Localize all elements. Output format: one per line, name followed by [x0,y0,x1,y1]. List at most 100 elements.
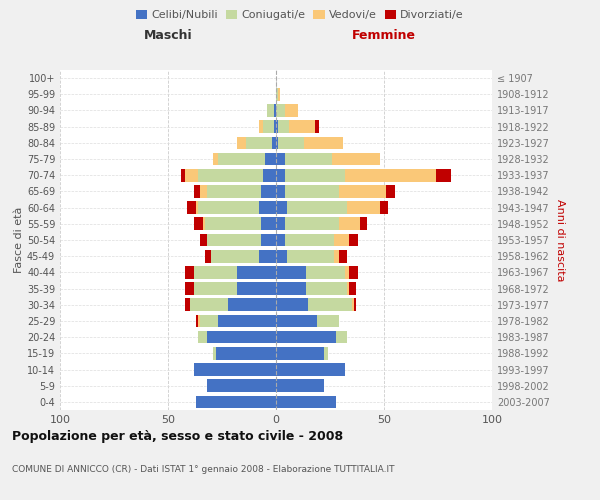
Legend: Celibi/Nubili, Coniugati/e, Vedovi/e, Divorziati/e: Celibi/Nubili, Coniugati/e, Vedovi/e, Di… [132,6,468,25]
Bar [237,136,246,149]
Bar [261,185,276,198]
Bar [345,169,436,181]
Bar [218,314,276,328]
Bar [207,380,276,392]
Bar [185,266,194,278]
Bar [338,185,386,198]
Bar [284,152,332,166]
Bar [203,218,205,230]
Bar [276,185,284,198]
Bar [349,234,358,246]
Bar [284,218,338,230]
Bar [360,218,367,230]
Bar [276,250,287,262]
Bar [276,282,306,295]
Bar [205,218,261,230]
Bar [200,185,207,198]
Bar [194,363,276,376]
Bar [284,169,345,181]
Bar [229,298,276,311]
Bar [276,169,284,181]
Bar [345,266,349,278]
Bar [261,234,276,246]
Bar [354,298,356,311]
Bar [263,169,276,181]
Bar [211,250,259,262]
Bar [284,104,298,117]
Text: Femmine: Femmine [352,30,416,43]
Bar [323,347,328,360]
Bar [276,152,284,166]
Bar [304,136,343,149]
Bar [276,120,278,133]
Bar [276,314,317,328]
Bar [194,185,200,198]
Bar [263,120,274,133]
Bar [276,363,345,376]
Bar [276,202,287,214]
Bar [196,396,276,408]
Bar [194,266,237,278]
Bar [276,347,323,360]
Bar [276,136,278,149]
Bar [181,169,185,181]
Bar [198,202,259,214]
Bar [194,282,237,295]
Bar [276,234,284,246]
Bar [276,396,337,408]
Bar [246,136,272,149]
Bar [237,266,276,278]
Bar [315,120,319,133]
Bar [352,298,354,311]
Bar [214,347,215,360]
Bar [207,234,261,246]
Bar [261,218,276,230]
Bar [306,266,345,278]
Bar [196,202,198,214]
Bar [276,380,323,392]
Bar [386,185,395,198]
Bar [259,202,276,214]
Bar [196,314,198,328]
Bar [207,331,276,344]
Text: COMUNE DI ANNICCO (CR) - Dati ISTAT 1° gennaio 2008 - Elaborazione TUTTITALIA.IT: COMUNE DI ANNICCO (CR) - Dati ISTAT 1° g… [12,465,395,474]
Bar [200,314,218,328]
Bar [194,218,203,230]
Bar [276,266,306,278]
Bar [308,298,352,311]
Bar [276,88,278,101]
Bar [287,250,334,262]
Y-axis label: Fasce di età: Fasce di età [14,207,24,273]
Bar [272,136,276,149]
Bar [276,104,284,117]
Bar [259,250,276,262]
Bar [185,282,194,295]
Bar [338,218,360,230]
Bar [268,104,274,117]
Bar [278,136,304,149]
Bar [287,202,347,214]
Bar [278,120,289,133]
Bar [190,298,229,311]
Bar [215,347,276,360]
Bar [276,331,337,344]
Bar [185,169,198,181]
Bar [349,282,356,295]
Bar [207,185,261,198]
Bar [198,331,207,344]
Bar [337,331,347,344]
Bar [274,120,276,133]
Bar [338,250,347,262]
Y-axis label: Anni di nascita: Anni di nascita [555,198,565,281]
Bar [237,282,276,295]
Bar [284,234,334,246]
Bar [289,120,315,133]
Bar [278,88,280,101]
Bar [200,234,207,246]
Bar [284,185,338,198]
Bar [187,202,196,214]
Bar [436,169,451,181]
Bar [334,234,349,246]
Bar [198,169,263,181]
Bar [347,282,349,295]
